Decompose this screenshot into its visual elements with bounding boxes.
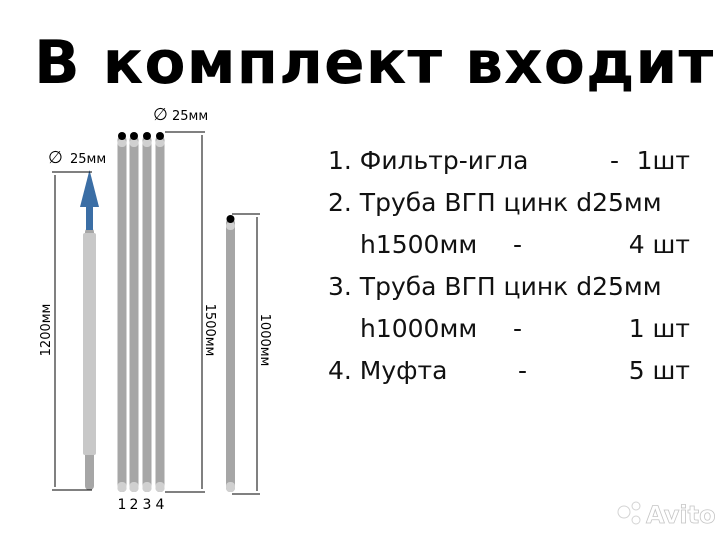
pipe-number: 3 <box>143 497 152 513</box>
diameter-icon: ∅ <box>48 148 63 168</box>
item-dash: - <box>513 314 523 343</box>
item-dash: - <box>610 146 620 175</box>
dimension-1200 <box>52 171 92 491</box>
dimension-1000 <box>232 213 260 495</box>
pipe-number: 2 <box>130 497 139 513</box>
page-title: В комплект входит: <box>34 28 720 98</box>
list-item: 1. Фильтр-игла -1шт <box>328 146 690 188</box>
list-item: 2. Труба ВГП цинк d25мм <box>328 188 690 230</box>
item-text: 4. Муфта <box>328 356 448 385</box>
item-text: h1000мм <box>360 314 478 343</box>
item-dash: - <box>513 230 523 259</box>
filter-length-label: 1200мм <box>39 304 54 357</box>
diameter-icon: ∅ <box>153 105 168 125</box>
item-text: 2. Труба ВГП цинк d25мм <box>328 188 662 217</box>
pipe-1500 <box>142 132 152 492</box>
list-item: 3. Труба ВГП цинк d25мм <box>328 272 690 314</box>
list-item: 4. Муфта - 5 шт <box>328 356 690 398</box>
arrow-tip-icon <box>80 170 99 207</box>
pipe-number: 4 <box>156 497 165 513</box>
pipe-1500 <box>117 132 127 492</box>
pipes-diameter-label: 25мм <box>172 109 208 124</box>
pipe-1500 <box>155 132 165 492</box>
list-item: h1500мм - 4 шт <box>328 230 690 272</box>
filter-diameter-label: 25мм <box>70 152 106 167</box>
list-item: h1000мм - 1 шт <box>328 314 690 356</box>
pipe-short-length-label: 1000мм <box>257 314 272 367</box>
avito-watermark: Avito <box>617 501 716 529</box>
pipe-number: 1 <box>118 497 127 513</box>
item-text: h1500мм <box>360 230 478 259</box>
dimension-1500 <box>165 131 205 493</box>
contents-list: 1. Фильтр-игла -1шт 2. Труба ВГП цинк d25… <box>328 146 690 398</box>
pipes-length-label: 1500мм <box>202 304 217 357</box>
item-text: 1. Фильтр-игла <box>328 146 529 175</box>
item-qty: 5 шт <box>628 356 690 385</box>
item-qty: 1шт <box>636 146 690 175</box>
item-qty: 4 шт <box>628 230 690 259</box>
pipe-1500 <box>129 132 139 492</box>
item-qty: 1 шт <box>628 314 690 343</box>
item-text: 3. Труба ВГП цинк d25мм <box>328 272 662 301</box>
svg-text:Avito: Avito <box>646 501 716 529</box>
pipe-1000 <box>226 215 235 492</box>
item-dash: - <box>518 356 528 385</box>
filter-needle <box>80 170 99 490</box>
